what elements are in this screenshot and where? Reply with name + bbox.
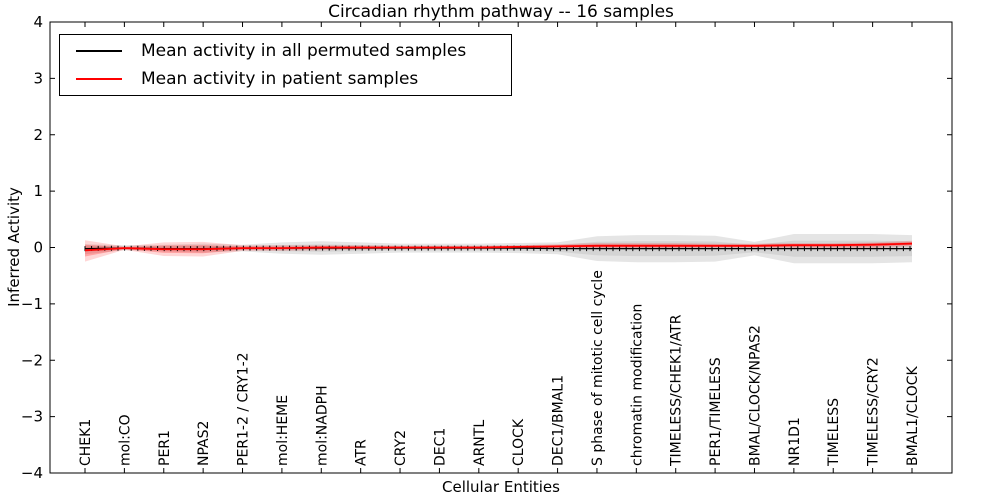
chart-title: Circadian rhythm pathway -- 16 samples — [328, 2, 674, 22]
x-category-label: CRY2 — [393, 430, 409, 466]
x-category-label: NPAS2 — [196, 421, 212, 466]
legend-label-permuted: Mean activity in all permuted samples — [141, 41, 467, 61]
legend-box: Mean activity in all permuted samples Me… — [59, 34, 512, 96]
y-tick-label: 0 — [33, 239, 43, 257]
x-category-label: DEC1/BMAL1 — [551, 375, 567, 466]
x-category-label: CHEK1 — [78, 419, 94, 466]
x-category-label: DEC1 — [432, 428, 448, 466]
permuted-line-swatch — [76, 50, 122, 52]
y-tick-label: 3 — [33, 69, 43, 87]
patient-line-swatch — [76, 78, 122, 80]
x-category-label: PER1 — [157, 430, 173, 466]
x-category-label: NR1D1 — [787, 417, 803, 466]
x-category-label: BMAL1/CLOCK — [905, 365, 921, 466]
axis-ticks — [50, 21, 952, 474]
x-category-label: mol:NADPH — [314, 385, 330, 466]
x-category-labels: CHEK1 mol:CO PER1 NPAS2 PER1-2 / CRY1-2 mol:H… — [78, 270, 921, 467]
x-category-label: TIMELESS/CHEK1/ATR — [669, 314, 685, 467]
x-category-label: BMAL/CLOCK/NPAS2 — [747, 325, 763, 466]
x-category-label: chromatin modification — [629, 304, 645, 466]
y-tick-labels: −4 −3 −2 −1 0 1 2 3 4 — [21, 13, 43, 482]
x-category-label: TIMELESS — [826, 398, 842, 467]
y-tick-label: 2 — [33, 126, 43, 144]
y-tick-label: −1 — [21, 295, 43, 313]
legend-label-patient: Mean activity in patient samples — [141, 69, 419, 89]
y-axis-label: Inferred Activity — [5, 187, 23, 307]
legend-item-permuted: Mean activity in all permuted samples — [60, 37, 511, 65]
y-tick-label: −3 — [21, 408, 43, 426]
y-tick-label: −2 — [21, 351, 43, 369]
x-category-label: ATR — [354, 439, 370, 466]
x-category-label: CLOCK — [511, 418, 527, 466]
x-category-label: PER1-2 / CRY1-2 — [236, 352, 252, 466]
x-category-label: PER1/TIMELESS — [708, 357, 724, 466]
x-category-label: ARNTL — [472, 420, 488, 466]
patient-mean-line — [84, 242, 913, 252]
legend-item-patient: Mean activity in patient samples — [60, 65, 511, 93]
x-category-label: mol:HEME — [275, 395, 291, 466]
y-tick-label: −4 — [21, 464, 43, 482]
x-axis-label: Cellular Entities — [442, 478, 560, 496]
x-category-label: mol:CO — [117, 414, 133, 466]
x-category-label: S phase of mitotic cell cycle — [590, 270, 606, 466]
y-tick-label: 4 — [33, 13, 43, 31]
x-category-label: TIMELESS/CRY2 — [866, 357, 882, 467]
y-tick-label: 1 — [33, 182, 43, 200]
